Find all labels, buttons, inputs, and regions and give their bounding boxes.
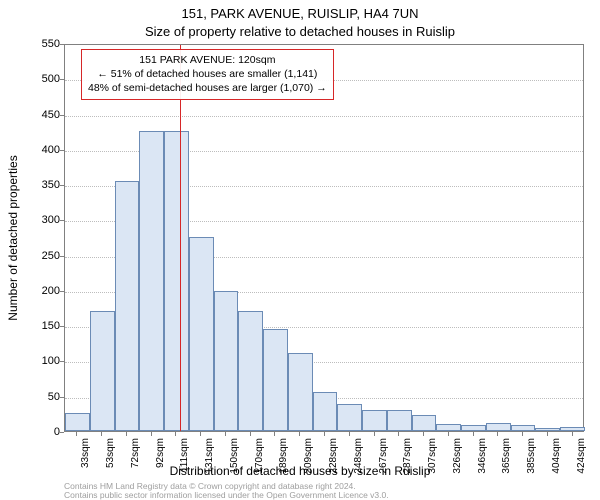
histogram-bar xyxy=(313,392,338,431)
ytick-label: 550 xyxy=(30,38,60,50)
xtick-mark xyxy=(547,432,548,436)
xtick-mark xyxy=(151,432,152,436)
xtick-mark xyxy=(200,432,201,436)
footer-line2: Contains public sector information licen… xyxy=(64,491,389,500)
xtick-mark xyxy=(374,432,375,436)
histogram-bar xyxy=(189,237,214,431)
xtick-mark xyxy=(299,432,300,436)
property-size-histogram: 151, PARK AVENUE, RUISLIP, HA4 7UN Size … xyxy=(0,0,600,500)
xtick-mark xyxy=(324,432,325,436)
xtick-mark xyxy=(497,432,498,436)
histogram-bar xyxy=(461,425,486,431)
ytick-label: 200 xyxy=(30,285,60,297)
histogram-bar xyxy=(486,423,511,431)
annotation-line2: ← 51% of detached houses are smaller (1,… xyxy=(88,67,327,81)
annotation-line3: 48% of semi-detached houses are larger (… xyxy=(88,81,327,95)
ytick-label: 150 xyxy=(30,320,60,332)
histogram-bar xyxy=(412,415,437,431)
xtick-mark xyxy=(349,432,350,436)
gridline xyxy=(65,116,583,117)
chart-title-address: 151, PARK AVENUE, RUISLIP, HA4 7UN xyxy=(0,6,600,21)
chart-subtitle: Size of property relative to detached ho… xyxy=(0,24,600,39)
histogram-bar xyxy=(115,181,140,431)
ytick-label: 250 xyxy=(30,250,60,262)
ytick-label: 450 xyxy=(30,109,60,121)
histogram-bar xyxy=(164,131,189,431)
xtick-mark xyxy=(522,432,523,436)
histogram-bar xyxy=(387,410,412,431)
ytick-label: 400 xyxy=(30,144,60,156)
ytick-label: 0 xyxy=(30,426,60,438)
xtick-mark xyxy=(473,432,474,436)
histogram-bar xyxy=(90,311,115,431)
annotation-line1: 151 PARK AVENUE: 120sqm xyxy=(88,53,327,67)
ytick-label: 500 xyxy=(30,73,60,85)
histogram-bar xyxy=(337,404,362,431)
xtick-mark xyxy=(572,432,573,436)
xtick-mark xyxy=(448,432,449,436)
histogram-bar xyxy=(535,428,560,431)
plot-area: 151 PARK AVENUE: 120sqm ← 51% of detache… xyxy=(64,44,584,432)
histogram-bar xyxy=(139,131,164,431)
xtick-mark xyxy=(274,432,275,436)
xtick-mark xyxy=(76,432,77,436)
ytick-label: 100 xyxy=(30,355,60,367)
ytick-label: 350 xyxy=(30,179,60,191)
histogram-bar xyxy=(436,424,461,431)
xtick-mark xyxy=(423,432,424,436)
ytick-label: 50 xyxy=(30,391,60,403)
histogram-bar xyxy=(288,353,313,431)
footer-attribution: Contains HM Land Registry data © Crown c… xyxy=(64,482,389,500)
xtick-mark xyxy=(126,432,127,436)
histogram-bar xyxy=(511,425,536,431)
ytick-mark xyxy=(60,432,64,433)
xtick-mark xyxy=(225,432,226,436)
xtick-mark xyxy=(175,432,176,436)
histogram-bar xyxy=(560,427,585,431)
histogram-bar xyxy=(238,311,263,431)
reference-line xyxy=(180,45,181,431)
y-axis-label: Number of detached properties xyxy=(6,155,20,320)
histogram-bar xyxy=(362,410,387,431)
xtick-mark xyxy=(101,432,102,436)
histogram-bar xyxy=(65,413,90,431)
xtick-mark xyxy=(398,432,399,436)
x-axis-label: Distribution of detached houses by size … xyxy=(0,464,600,478)
ytick-label: 300 xyxy=(30,214,60,226)
histogram-bar xyxy=(214,291,239,431)
histogram-bar xyxy=(263,329,288,431)
xtick-mark xyxy=(250,432,251,436)
annotation-box: 151 PARK AVENUE: 120sqm ← 51% of detache… xyxy=(81,49,334,100)
